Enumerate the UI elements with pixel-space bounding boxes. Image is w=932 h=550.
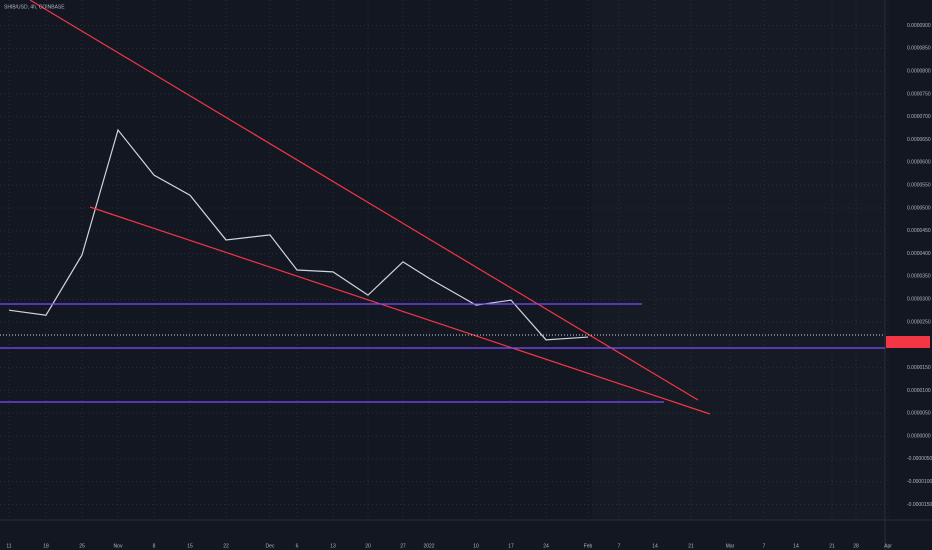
future-area (592, 0, 885, 520)
y-tick-label: -0.0000100 (907, 479, 932, 485)
x-tick-label: 10 (473, 543, 479, 549)
x-tick-label: 18 (43, 543, 49, 549)
x-tick-label: Dec (266, 543, 275, 549)
y-tick-label: -0.0000050 (907, 456, 932, 462)
y-tick-label: 0.0000000 (907, 433, 931, 439)
x-tick-label: 6 (296, 543, 299, 549)
y-tick-label: 0.0000700 (907, 114, 931, 120)
x-tick-label: 7 (763, 543, 766, 549)
y-tick-label: 0.0000900 (907, 23, 931, 29)
trend-line (89, 206, 711, 415)
x-tick-label: 17 (508, 543, 514, 549)
y-tick-label: 0.0000750 (907, 91, 931, 97)
y-tick-label: 0.0000300 (907, 297, 931, 303)
x-tick-label: 8 (153, 543, 156, 549)
x-tick-label: 28 (853, 543, 859, 549)
x-tick-label: 7 (618, 543, 621, 549)
y-tick-label: 0.0000550 (907, 183, 931, 189)
y-tick-label: 0.0000800 (907, 68, 931, 74)
x-tick-label: Feb (584, 543, 593, 549)
x-tick-label: 11 (6, 543, 11, 549)
trend-line (29, 0, 699, 401)
y-tick-label: 0.0000650 (907, 137, 931, 143)
y-tick-label: 0.0000250 (907, 319, 931, 325)
y-tick-label: -0.0000150 (907, 502, 932, 508)
price-tag (886, 336, 930, 348)
y-tick-label: 0.0000450 (907, 228, 931, 234)
y-tick-label: 0.0000050 (907, 411, 931, 417)
y-tick-label: 0.0000100 (907, 388, 931, 394)
y-tick-label: 0.0000500 (907, 205, 931, 211)
x-tick-label: 27 (400, 543, 406, 549)
y-tick-label: 0.0000350 (907, 274, 931, 280)
x-tick-label: 20 (365, 543, 371, 549)
x-tick-label: Mar (726, 543, 735, 549)
x-tick-label: 24 (543, 543, 549, 549)
symbol-title: SHIB/USD, 4h, COINBASE (4, 4, 65, 10)
x-tick-label: 21 (829, 543, 835, 549)
x-tick-label: 14 (793, 543, 799, 549)
x-tick-label: 14 (652, 543, 658, 549)
x-tick-label: 21 (688, 543, 694, 549)
x-tick-label: 22 (223, 543, 229, 549)
x-tick-label: 13 (330, 543, 336, 549)
x-tick-label: 15 (187, 543, 193, 549)
x-tick-label: 25 (79, 543, 85, 549)
x-tick-label: 2022 (423, 543, 434, 549)
grid (0, 0, 889, 520)
y-tick-label: 0.0000850 (907, 46, 931, 52)
y-tick-label: 0.0000400 (907, 251, 931, 257)
x-tick-label: Apr (884, 543, 892, 549)
x-tick-label: Nov (114, 543, 123, 549)
y-tick-label: 0.0000150 (907, 365, 931, 371)
y-tick-label: 0.0000600 (907, 160, 931, 166)
